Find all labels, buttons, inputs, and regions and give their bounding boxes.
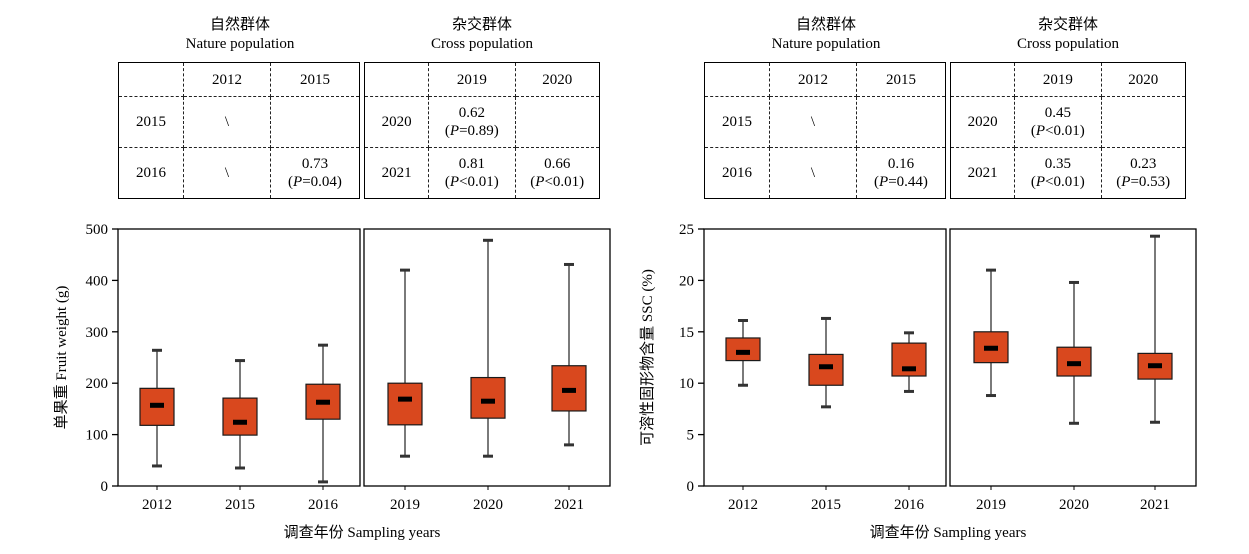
table-header-cell xyxy=(118,62,184,97)
table-header-cell xyxy=(949,62,1016,97)
box-2015 xyxy=(222,359,258,470)
ssc-panel: 自然群体 Nature population 杂交群体 Cross popula… xyxy=(586,0,1197,554)
y-tick-label: 20 xyxy=(679,273,694,289)
table-cell: 0.62 (P=0.89) xyxy=(428,96,516,148)
box-2020 xyxy=(1056,280,1092,425)
table-cell: \ xyxy=(769,147,857,199)
y-tick-label: 0 xyxy=(101,479,109,495)
table-row-label: 2020 xyxy=(949,96,1016,148)
x-tick-label: 2015 xyxy=(811,497,841,513)
cross-group-title: 杂交群体 Cross population xyxy=(1016,15,1120,52)
table-cell: \ xyxy=(769,96,857,148)
cross-plot-frame xyxy=(949,228,1197,487)
fruit-weight-panel: 自然群体 Nature population 杂交群体 Cross popula… xyxy=(0,0,611,554)
box-2019 xyxy=(973,268,1009,398)
table-cell: \ xyxy=(183,147,271,199)
box-2016 xyxy=(305,343,341,484)
box-2021 xyxy=(1137,234,1173,424)
x-tick-label: 2020 xyxy=(1059,497,1089,513)
y-tick-label: 10 xyxy=(679,376,694,392)
cross-group-title: 杂交群体 Cross population xyxy=(430,15,534,52)
table-cell: 0.66 (P<0.01) xyxy=(514,147,600,199)
box-iqr xyxy=(222,397,258,436)
x-tick-label: 2012 xyxy=(728,497,758,513)
table-cell: 0.35 (P<0.01) xyxy=(1014,147,1102,199)
cross-correlation-table: 2019 2020 2020 0.62 (P=0.89) 2021 0.81 (P<0.01)… xyxy=(363,62,600,199)
y-tick-label: 15 xyxy=(679,325,694,341)
x-tick-label: 2021 xyxy=(554,497,584,513)
nature-plot-frame xyxy=(117,228,361,487)
box-2021 xyxy=(551,262,587,447)
y-tick-label: 25 xyxy=(679,222,694,238)
table-header-cell: 2020 xyxy=(514,62,600,97)
table-row-label: 2015 xyxy=(118,96,184,148)
table-cell: 0.23 (P=0.53) xyxy=(1100,147,1186,199)
table-header-cell xyxy=(363,62,430,97)
table-cell: 0.73 (P=0.04) xyxy=(270,147,360,199)
table-row-label: 2021 xyxy=(363,147,430,199)
table-cell xyxy=(1100,96,1186,148)
x-tick-label: 2020 xyxy=(473,497,503,513)
box-iqr xyxy=(387,382,423,426)
cross-plot-frame xyxy=(363,228,611,487)
x-tick-label: 2019 xyxy=(390,497,420,513)
y-tick-label: 5 xyxy=(687,428,695,444)
table-header-cell: 2015 xyxy=(856,62,946,97)
box-2012 xyxy=(725,318,761,387)
box-2019 xyxy=(387,268,423,458)
table-header-cell: 2019 xyxy=(1014,62,1102,97)
table-cell xyxy=(514,96,600,148)
x-tick-label: 2016 xyxy=(308,497,339,513)
table-header-cell: 2020 xyxy=(1100,62,1186,97)
y-axis-label: 单果重 Fruit weight (g) xyxy=(53,286,70,430)
x-tick-label: 2021 xyxy=(1140,497,1170,513)
box-iqr xyxy=(808,353,844,386)
x-tick-label: 2016 xyxy=(894,497,925,513)
x-tick-label: 2019 xyxy=(976,497,1006,513)
table-cell xyxy=(856,96,946,148)
y-tick-label: 0 xyxy=(687,479,695,495)
y-tick-label: 100 xyxy=(86,428,109,444)
box-iqr xyxy=(551,365,587,412)
box-iqr xyxy=(725,337,761,362)
x-axis-label: 调查年份 Sampling years xyxy=(284,524,441,541)
table-header-cell: 2012 xyxy=(183,62,271,97)
y-tick-label: 200 xyxy=(86,376,109,392)
box-iqr xyxy=(470,376,506,419)
nature-group-title: 自然群体 Nature population xyxy=(185,15,295,52)
table-header-cell: 2015 xyxy=(270,62,360,97)
nature-correlation-table: 2012 2015 2015 \ 2016 \ 0.16 (P=0.44) xyxy=(704,62,946,199)
table-header-cell: 2012 xyxy=(769,62,857,97)
cross-correlation-table: 2019 2020 2020 0.45 (P<0.01) 2021 0.35 (P<0.01)… xyxy=(949,62,1186,199)
table-row-label: 2016 xyxy=(118,147,184,199)
fruit-weight-boxplot: 0 100 200 300 400 500 单果重 Fruit weight (g) 2012… xyxy=(53,222,611,541)
table-header-cell xyxy=(704,62,770,97)
table-row-label: 2016 xyxy=(704,147,770,199)
y-tick-label: 400 xyxy=(86,273,109,289)
nature-plot-frame xyxy=(703,228,947,487)
table-header-cell: 2019 xyxy=(428,62,516,97)
table-row-label: 2020 xyxy=(363,96,430,148)
table-cell: 0.45 (P<0.01) xyxy=(1014,96,1102,148)
box-2016 xyxy=(891,331,927,393)
nature-group-title: 自然群体 Nature population xyxy=(771,15,881,52)
box-2012 xyxy=(139,348,175,468)
ssc-boxplot: 0 5 10 15 20 25 可溶性固形物含量 SSC (%) 2012 2015 2016 20… xyxy=(639,222,1197,541)
y-axis-label: 可溶性固形物含量 SSC (%) xyxy=(639,269,656,446)
x-tick-label: 2012 xyxy=(142,497,172,513)
table-cell: \ xyxy=(183,96,271,148)
table-row-label: 2015 xyxy=(704,96,770,148)
box-2020 xyxy=(470,238,506,458)
y-tick-label: 500 xyxy=(86,222,109,238)
y-tick-label: 300 xyxy=(86,325,109,341)
x-axis-label: 调查年份 Sampling years xyxy=(870,524,1027,541)
table-row-label: 2021 xyxy=(949,147,1016,199)
table-cell xyxy=(270,96,360,148)
box-2015 xyxy=(808,316,844,409)
x-tick-label: 2015 xyxy=(225,497,255,513)
nature-correlation-table: 2012 2015 2015 \ 2016 \ 0.73 (P=0.04) xyxy=(118,62,360,199)
table-cell: 0.16 (P=0.44) xyxy=(856,147,946,199)
table-cell: 0.81 (P<0.01) xyxy=(428,147,516,199)
